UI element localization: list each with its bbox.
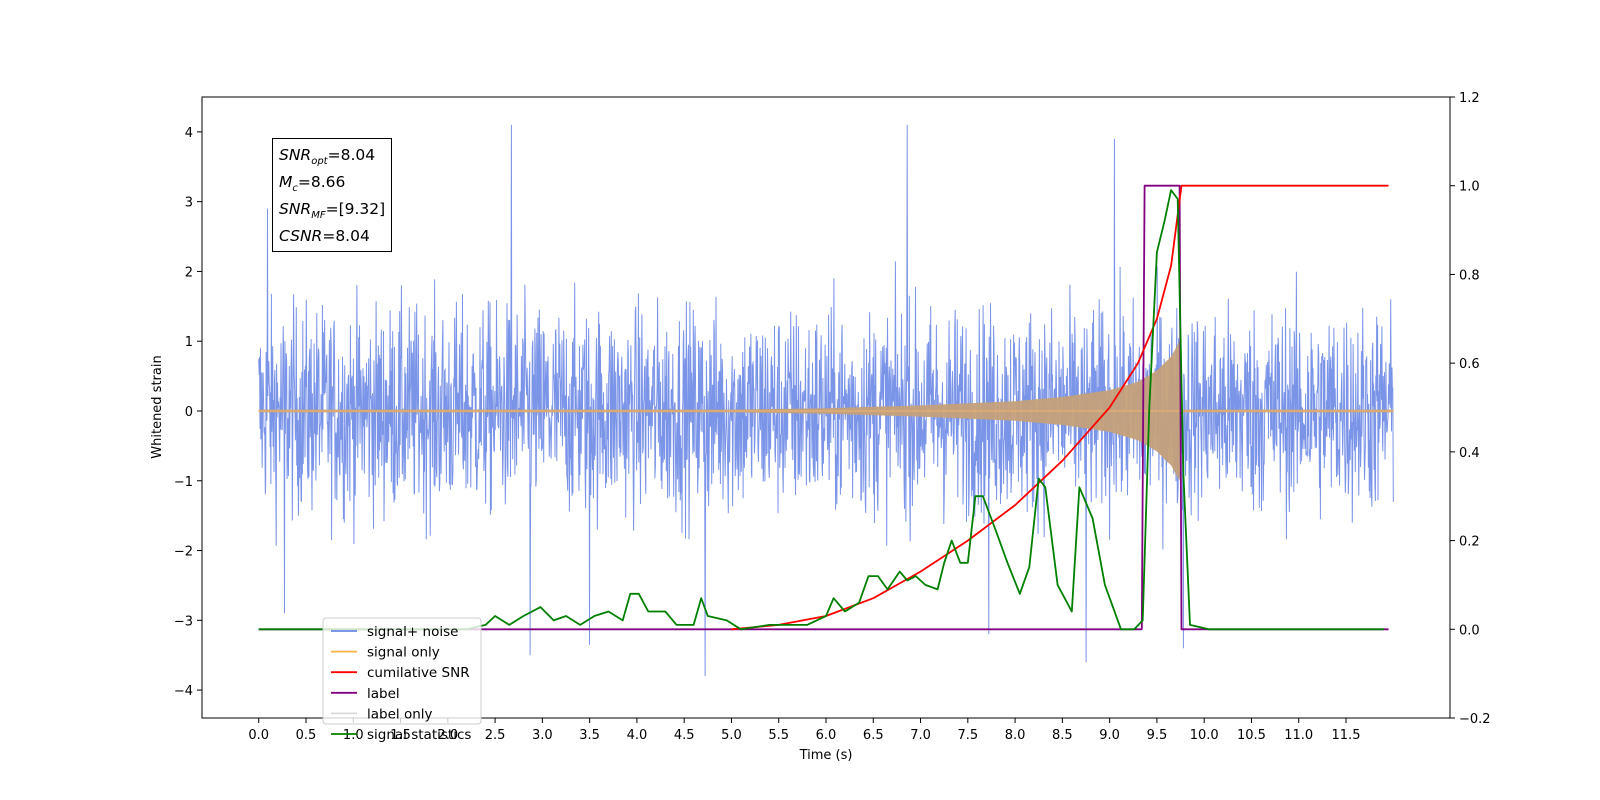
x-tick-label: 1.0 bbox=[343, 728, 364, 743]
x-tick-label: 10.0 bbox=[1190, 728, 1219, 743]
x-tick-label: 6.5 bbox=[863, 728, 884, 743]
y-tick-label: 1 bbox=[185, 335, 193, 350]
y2-tick-label: 0.6 bbox=[1459, 357, 1480, 372]
y-tick-label: −2 bbox=[174, 545, 193, 560]
y-axis-label: Whitened strain bbox=[150, 355, 165, 458]
legend-label: signal statistics bbox=[367, 727, 471, 743]
y-tick-label: −3 bbox=[174, 614, 193, 629]
x-tick-label: 8.5 bbox=[1052, 728, 1073, 743]
mc-line: Mc=8.66 bbox=[279, 173, 346, 195]
y2-tick-label: 0.2 bbox=[1459, 535, 1480, 550]
y-tick-label: −1 bbox=[174, 475, 193, 490]
signal-noise-series bbox=[258, 124, 1394, 677]
legend-label: signal only bbox=[367, 645, 440, 661]
legend-label: signal+ noise bbox=[367, 624, 458, 640]
signal-only-series bbox=[258, 341, 1394, 481]
x-tick-label: 11.5 bbox=[1332, 728, 1361, 743]
x-tick-label: 2.0 bbox=[437, 728, 458, 743]
x-tick-label: 4.5 bbox=[674, 728, 695, 743]
y2-tick-label: 1.2 bbox=[1459, 91, 1480, 106]
y2-axis-ticks: 1.2 1.0 0.8 0.6 0.4 0.2 0.0 −0.2 bbox=[1450, 91, 1491, 727]
legend-label: cumilative SNR bbox=[367, 665, 470, 681]
legend-label: label only bbox=[367, 706, 433, 722]
csnr-line: CSNR=8.04 bbox=[279, 227, 370, 246]
x-tick-label: 5.5 bbox=[768, 728, 789, 743]
x-axis-label: Time (s) bbox=[799, 748, 853, 763]
y2-tick-label: 0.4 bbox=[1459, 446, 1480, 461]
x-tick-label: 11.0 bbox=[1284, 728, 1313, 743]
legend-label: label bbox=[367, 686, 400, 702]
legend-box bbox=[322, 617, 482, 725]
signal-statistics-line bbox=[258, 189, 1384, 631]
snr-mf-line: SNRMF=[9.32] bbox=[279, 200, 386, 222]
x-tick-label: 3.5 bbox=[579, 728, 600, 743]
stats-annotation-box: SNRopt=8.04 Mc=8.66 SNRMF=[9.32] CSNR=8.… bbox=[272, 138, 393, 253]
x-tick-label: 9.0 bbox=[1099, 728, 1120, 743]
x-tick-label: 3.0 bbox=[532, 728, 553, 743]
x-tick-label: 6.0 bbox=[816, 728, 837, 743]
y2-tick-label: 1.0 bbox=[1459, 180, 1480, 195]
snr-opt-line: SNRopt=8.04 bbox=[279, 146, 376, 168]
y-axis-ticks: 4 3 2 1 0 −1 −2 −3 −4 bbox=[174, 126, 202, 699]
y2-tick-label: 0.0 bbox=[1459, 623, 1480, 638]
y-tick-label: −4 bbox=[174, 684, 193, 699]
y-tick-label: 3 bbox=[185, 196, 193, 211]
x-tick-label: 2.5 bbox=[485, 728, 506, 743]
x-tick-label: 0.0 bbox=[248, 728, 269, 743]
signal-noise-line bbox=[258, 124, 1394, 677]
x-tick-label: 7.5 bbox=[957, 728, 978, 743]
x-tick-label: 7.0 bbox=[910, 728, 931, 743]
y-tick-label: 0 bbox=[185, 405, 193, 420]
x-tick-label: 8.0 bbox=[1005, 728, 1026, 743]
y-tick-label: 2 bbox=[185, 265, 193, 280]
y2-tick-label: −0.2 bbox=[1459, 712, 1491, 727]
x-axis-ticks: 0.0 0.5 1.0 1.5 2.0 2.5 3.0 3.5 4.0 4.5 5.0 5.5 6.0 6… bbox=[248, 718, 1360, 743]
y-tick-label: 4 bbox=[185, 126, 193, 141]
y2-tick-label: 0.8 bbox=[1459, 268, 1480, 283]
x-tick-label: 1.5 bbox=[390, 728, 411, 743]
legend: signal+ noise signal only cumilative SNR la… bbox=[322, 617, 482, 743]
right-axis-series bbox=[258, 184, 1389, 631]
x-tick-label: 4.0 bbox=[627, 728, 648, 743]
x-tick-label: 5.0 bbox=[721, 728, 742, 743]
x-tick-label: 0.5 bbox=[296, 728, 317, 743]
x-tick-label: 9.5 bbox=[1147, 728, 1168, 743]
x-tick-label: 10.5 bbox=[1237, 728, 1266, 743]
